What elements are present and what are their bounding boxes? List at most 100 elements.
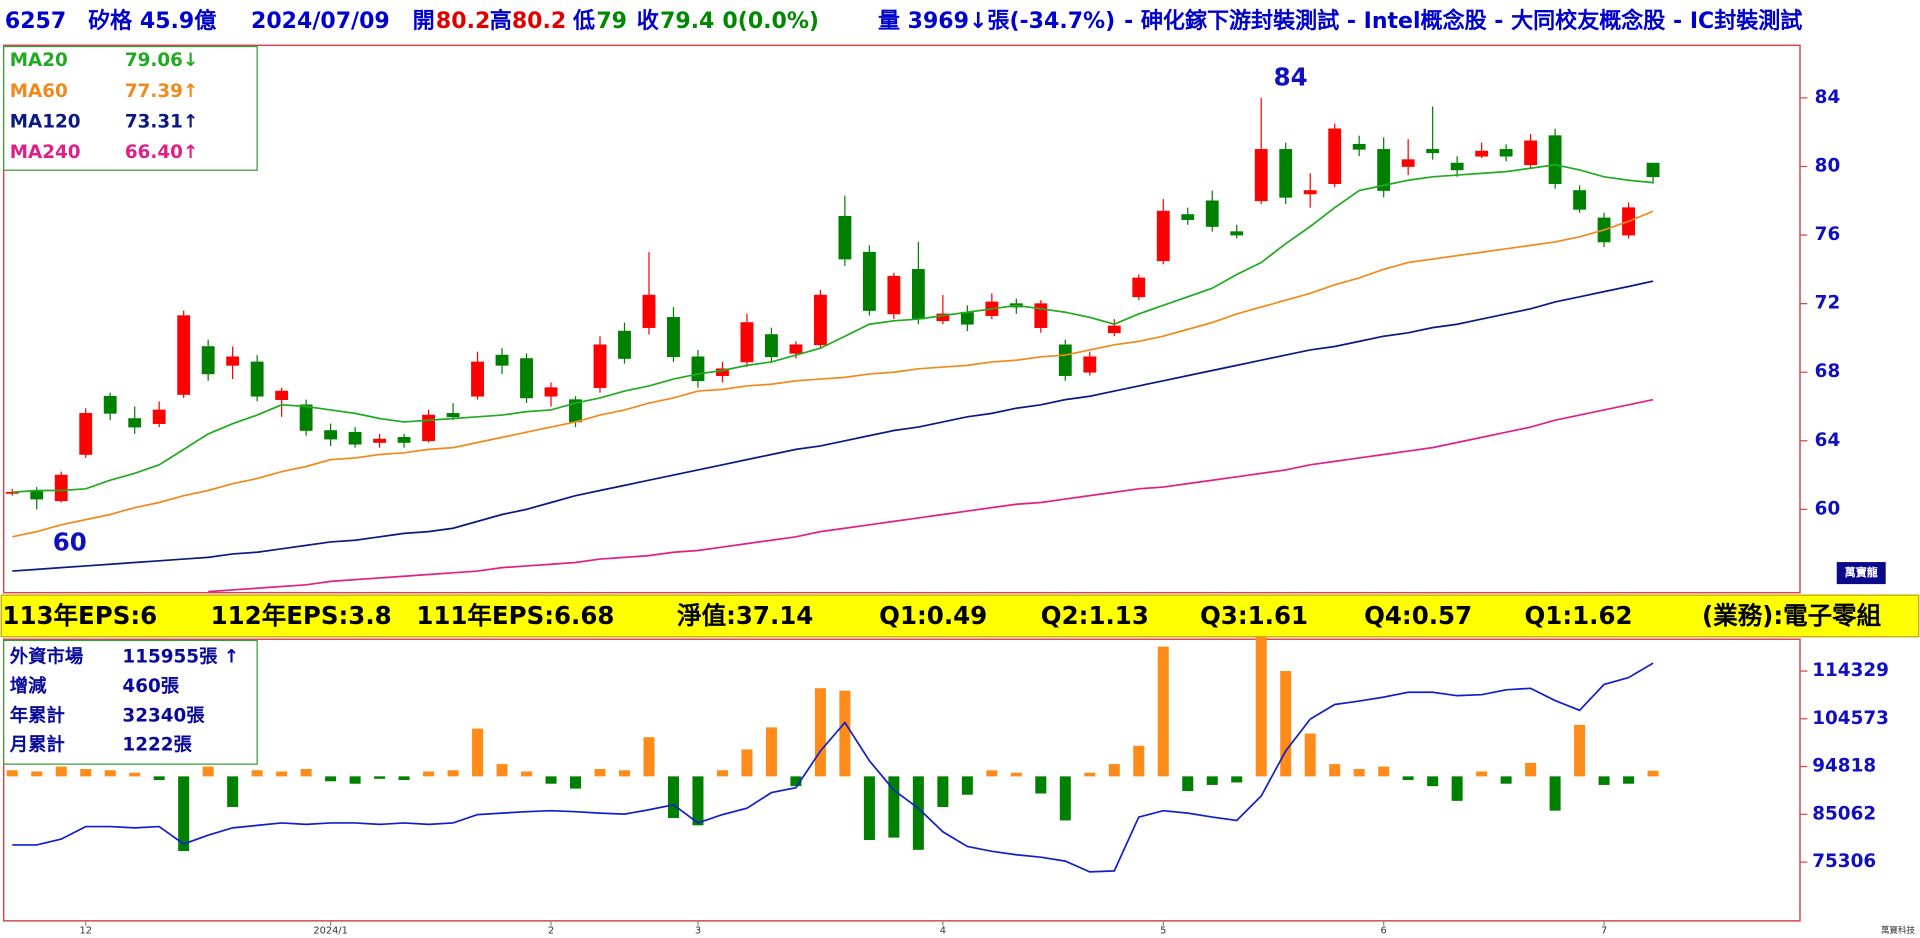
bar (1133, 745, 1145, 777)
ma-line (208, 398, 1654, 593)
candle-body (128, 418, 142, 428)
info-label: 增減 (10, 675, 47, 697)
info-value: 32340張 (122, 705, 205, 726)
bar (888, 776, 900, 838)
bar (937, 776, 949, 807)
bar (1157, 646, 1169, 777)
bar (1231, 776, 1243, 783)
candle-body (1450, 162, 1464, 171)
bar (1255, 636, 1267, 777)
candle-body (667, 317, 680, 358)
legend-value: 73.31↑ (125, 111, 198, 132)
candle-body (299, 404, 313, 431)
candle-body (1548, 135, 1562, 184)
bar (863, 776, 875, 841)
bar (961, 776, 973, 795)
eps-item: 112年EPS:3.8 (211, 601, 392, 630)
high-annotation: 84 (1274, 62, 1308, 91)
bar (1206, 776, 1218, 785)
candle-body (1254, 149, 1268, 202)
candle-body (544, 387, 558, 397)
y-tick-label: 72 (1815, 293, 1841, 314)
candle-body (1499, 149, 1513, 157)
info-value: 1222張 (122, 735, 192, 756)
candle-body (1181, 214, 1195, 220)
ma-line (12, 280, 1654, 572)
bar (986, 770, 998, 777)
candle-body (520, 358, 533, 399)
y-tick-label: 84 (1815, 87, 1841, 108)
candle-body (1352, 143, 1366, 150)
bar (839, 690, 851, 777)
bar (1647, 770, 1659, 777)
bar (496, 764, 508, 777)
bar (1500, 776, 1512, 784)
bar (1182, 776, 1194, 792)
eps-item: Q1:0.49 (879, 601, 987, 630)
bar (667, 776, 679, 818)
candle-body (1034, 303, 1048, 328)
bar (80, 769, 92, 777)
candle-body (201, 346, 215, 375)
bar (1059, 776, 1071, 821)
candle-body (1303, 190, 1317, 195)
candle-body (373, 438, 387, 443)
y-tick-label: 75306 (1812, 851, 1876, 872)
candle-body (740, 322, 754, 363)
logo-box (1836, 562, 1886, 585)
header-item: - 砷化鎵下游封裝測試 - Intel概念股 - 大同校友概念股 - IC封裝測… (1124, 8, 1802, 34)
bar (521, 771, 533, 777)
candle-body (152, 409, 166, 424)
header-item: 收 (637, 8, 659, 34)
bar (178, 776, 190, 852)
bar (1084, 772, 1096, 777)
bar (374, 776, 386, 779)
candle-body (471, 361, 484, 397)
y-tick-label: 114329 (1812, 660, 1889, 681)
bar (1525, 762, 1537, 777)
bar (570, 776, 582, 789)
bar (1329, 764, 1341, 777)
y-tick-label: 85062 (1812, 803, 1876, 824)
candle-body (397, 437, 411, 443)
candle-body (960, 311, 974, 325)
ma-line (12, 163, 1654, 494)
y-tick-label: 104573 (1812, 708, 1889, 729)
eps-item: Q3:1.61 (1200, 601, 1308, 630)
bar (1549, 776, 1561, 811)
legend-value: 79.06↓ (125, 50, 198, 71)
candle-body (495, 354, 509, 366)
bar (300, 769, 312, 777)
candle-body (1058, 344, 1072, 376)
legend-name: MA240 (10, 142, 81, 163)
bar (276, 771, 288, 777)
info-label: 外資市場 (10, 646, 83, 668)
legend-name: MA60 (10, 81, 68, 102)
x-tick-label: 7 (1601, 926, 1607, 937)
info-box (3, 639, 258, 765)
bar (1574, 724, 1586, 777)
y-tick-label: 60 (1815, 498, 1841, 519)
bar (1476, 771, 1488, 777)
bar (1598, 776, 1610, 785)
candle-body (422, 414, 435, 442)
bar (423, 771, 435, 777)
candle-body (1156, 210, 1170, 262)
candle-body (226, 356, 240, 366)
info-label: 年累計 (10, 704, 65, 726)
candle-body (250, 361, 264, 397)
info-label: 月累計 (9, 734, 65, 756)
bar (643, 737, 655, 777)
candle-body (1401, 159, 1415, 167)
candle-body (324, 430, 338, 440)
bar (153, 776, 165, 781)
header-item: 80.2 (512, 9, 566, 34)
candle-body (593, 344, 607, 388)
legend-name: MA20 (10, 50, 68, 71)
header: 6257 矽格 45.9億 2024/07/09 開80.2高80.2 低79 收79.4… (5, 8, 1802, 34)
header-item: 79 (596, 9, 627, 34)
ma-line (12, 210, 1654, 538)
bar (398, 776, 410, 781)
x-tick-label: 2 (548, 926, 554, 937)
